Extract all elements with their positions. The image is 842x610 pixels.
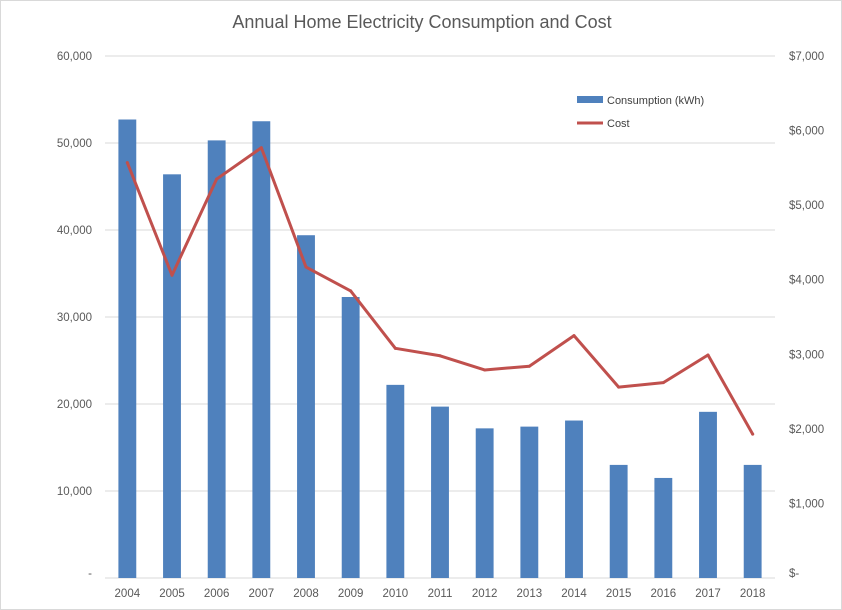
x-axis-tick-label: 2008 [293,588,319,600]
cost-point [259,146,263,150]
consumption-bar [654,477,673,578]
bar-series-consumption [118,119,762,578]
x-axis-tick-label: 2006 [204,588,230,600]
left-axis-tick-labels: - 10,000 20,000 30,000 40,000 50,000 60,000 [57,51,92,580]
right-axis-tick-label: $1,000 [789,498,824,510]
consumption-bar [252,121,271,578]
cost-point [483,368,487,372]
cost-point [304,265,308,269]
cost-point [572,334,576,338]
x-axis-tick-label: 2007 [249,588,275,600]
legend: Consumption (kWh) Cost [577,95,704,130]
cost-point [617,385,621,389]
left-axis-tick-label: 40,000 [57,225,92,237]
consumption-bar [118,119,137,578]
consumption-bar [297,235,315,578]
consumption-bar [475,428,494,578]
right-axis-tick-label: $5,000 [789,200,824,212]
left-axis-tick-label: - [88,568,92,580]
consumption-bar [699,411,717,578]
line-series-cost [125,146,755,436]
x-axis-tick-label: 2017 [695,588,721,600]
x-axis-tick-label: 2015 [606,588,632,600]
x-axis-tick-labels: 2004 2005 2006 2007 2008 2009 2010 2011 2012 2013… [115,588,766,600]
consumption-bar [207,140,226,578]
left-axis-tick-label: 10,000 [57,486,92,498]
consumption-bar [386,384,405,578]
consumption-bar [565,420,583,578]
cost-point [125,161,129,165]
cost-point [215,177,219,181]
left-axis-tick-label: 50,000 [57,138,92,150]
legend-label-consumption: Consumption (kWh) [607,95,704,107]
cost-point [393,346,397,350]
left-axis-tick-label: 20,000 [57,399,92,411]
cost-point [527,364,531,368]
cost-point [349,289,353,293]
left-axis-tick-label: 30,000 [57,312,92,324]
cost-point [706,353,710,357]
x-axis-tick-label: 2011 [428,588,453,600]
cost-point [170,273,174,277]
cost-point [438,354,442,358]
right-axis-tick-label: $2,000 [789,424,824,436]
left-axis-tick-label: 60,000 [57,51,92,63]
chart-title: Annual Home Electricity Consumption and … [232,12,611,32]
cost-point [661,381,665,385]
consumption-bar [341,296,360,578]
x-axis-tick-label: 2005 [159,588,185,600]
right-axis-tick-label: $4,000 [789,275,824,287]
right-axis-tick-label: $7,000 [789,51,824,63]
right-axis-tick-label: $3,000 [789,349,824,361]
right-axis-tick-labels: $- $1,000 $2,000 $3,000 $4,000 $5,000 $6,000 $7… [789,51,824,580]
x-axis-tick-label: 2016 [651,588,677,600]
x-axis-tick-label: 2014 [561,588,587,600]
legend-bar-swatch [577,96,603,103]
consumption-bar [609,464,628,578]
consumption-bar [520,426,539,578]
right-axis-tick-label: $- [789,568,799,580]
legend-label-cost: Cost [607,118,630,130]
x-axis-tick-label: 2009 [338,588,364,600]
cost-point [751,432,755,436]
x-axis-tick-label: 2012 [472,588,498,600]
x-axis-tick-label: 2010 [383,588,409,600]
x-axis-tick-label: 2018 [740,588,766,600]
x-axis-tick-label: 2013 [517,588,543,600]
right-axis-tick-label: $6,000 [789,126,824,138]
consumption-bar [431,406,449,578]
x-axis-tick-label: 2004 [115,588,141,600]
consumption-bar [743,464,762,578]
consumption-bar [163,174,181,578]
